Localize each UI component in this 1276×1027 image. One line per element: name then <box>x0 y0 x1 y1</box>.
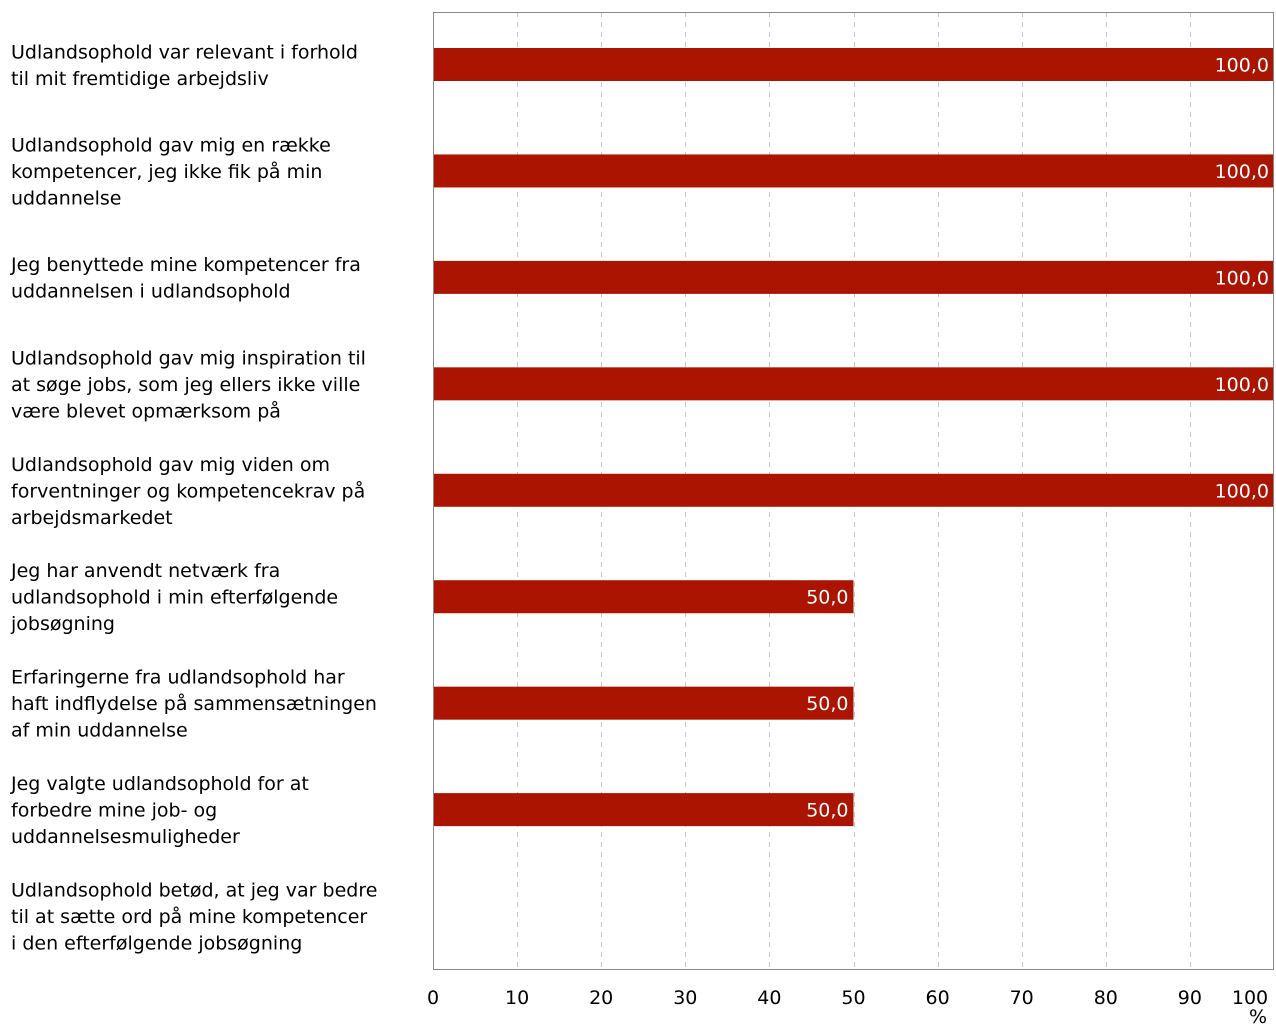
plot-frame <box>433 12 1274 970</box>
category-label-1: Udlandsophold var relevant i forhold til … <box>11 41 358 90</box>
category-label-2-line-3: uddannelse <box>11 187 121 209</box>
category-label-5-line-2: forventninger og kompetencekrav på <box>11 479 365 502</box>
bar-5 <box>433 473 1274 507</box>
x-tick-label-80: 80 <box>1094 987 1118 1009</box>
category-label-5: Udlandsophold gav mig viden om forventnin… <box>11 454 365 529</box>
category-label-4: Udlandsophold gav mig inspiration til at … <box>11 347 366 422</box>
category-label-8-line-3: uddannelsesmuligheder <box>11 826 240 848</box>
bar-2 <box>433 154 1274 188</box>
bar-7 <box>433 686 854 720</box>
category-label-7-line-3: af min uddannelse <box>11 720 188 742</box>
x-unit-label: % <box>1249 1006 1267 1027</box>
category-label-3-line-2: uddannelsen i udlandsophold <box>11 281 291 303</box>
value-label-5: 100,0 <box>1215 480 1269 502</box>
value-label-1: 100,0 <box>1215 55 1269 77</box>
category-label-6-line-2: udlandsophold i min efterfølgende <box>11 587 338 609</box>
x-tick-label-60: 60 <box>926 987 950 1009</box>
x-tick-label-90: 90 <box>1178 987 1202 1009</box>
category-label-2-line-1: Udlandsophold gav mig en række <box>11 134 331 156</box>
category-label-6: Jeg har anvendt netværk fra udlandsophold… <box>10 560 338 635</box>
category-label-8: Jeg valgte udlandsophold for at forbedre … <box>10 773 309 848</box>
category-label-2: Udlandsophold gav mig en række kompetence… <box>11 134 331 209</box>
value-label-4: 100,0 <box>1215 374 1269 396</box>
category-label-8-line-2: forbedre mine job- og <box>11 800 217 822</box>
value-labels: 100,0 100,0 100,0 100,0 100,0 50,0 50,0 50,0 <box>806 55 1269 822</box>
value-label-3: 100,0 <box>1215 267 1269 289</box>
category-label-7-line-2: haft indflydelse på sammensætningen <box>11 692 377 715</box>
value-label-8: 50,0 <box>806 800 848 822</box>
category-label-5-line-3: arbejdsmarkedet <box>11 507 173 529</box>
bar-3 <box>433 260 1274 294</box>
bar-6 <box>433 580 854 614</box>
x-tick-labels: 0 10 20 30 40 50 60 70 80 90 100 <box>427 987 1268 1009</box>
category-label-1-line-1: Udlandsophold var relevant i forhold <box>11 41 358 63</box>
category-label-9-line-2: til at sætte ord på mine kompetencer <box>11 905 367 928</box>
category-label-4-line-2: at søge jobs, som jeg ellers ikke ville <box>11 374 360 396</box>
x-tick-label-20: 20 <box>589 987 613 1009</box>
category-label-8-line-1: Jeg valgte udlandsophold for at <box>10 773 309 795</box>
bar-1 <box>433 48 1274 81</box>
category-label-7-line-1: Erfaringerne fra udlandsophold har <box>11 667 345 689</box>
x-tick-label-30: 30 <box>673 987 697 1009</box>
bar-4 <box>433 367 1274 401</box>
x-tick-label-100: 100 <box>1232 987 1268 1009</box>
category-label-2-line-2: kompetencer, jeg ikke fik på min <box>11 160 322 183</box>
category-label-9-line-1: Udlandsophold betød, at jeg var bedre <box>11 880 377 902</box>
x-tick-label-40: 40 <box>757 987 781 1009</box>
axes <box>433 12 1274 970</box>
category-label-6-line-3: jobsøgning <box>10 613 115 635</box>
category-label-9: Udlandsophold betød, at jeg var bedre til… <box>11 880 377 955</box>
category-label-1-line-2: til mit fremtidige arbejdsliv <box>11 68 269 90</box>
category-label-3: Jeg benyttede mine kompetencer fra uddann… <box>10 254 361 303</box>
x-tick-label-70: 70 <box>1010 987 1034 1009</box>
category-label-7: Erfaringerne fra udlandsophold har haft i… <box>11 667 377 742</box>
category-label-4-line-3: være blevet opmærksom på <box>11 399 281 422</box>
value-label-7: 50,0 <box>806 693 848 715</box>
category-label-4-line-1: Udlandsophold gav mig inspiration til <box>11 347 366 369</box>
bars <box>433 48 1274 827</box>
category-label-9-line-3: i den efterfølgende jobsøgning <box>11 933 302 955</box>
category-label-3-line-1: Jeg benyttede mine kompetencer fra <box>10 254 361 276</box>
x-tick-label-10: 10 <box>505 987 529 1009</box>
x-tick-label-0: 0 <box>427 987 439 1009</box>
x-tick-label-50: 50 <box>841 987 865 1009</box>
category-label-6-line-1: Jeg har anvendt netværk fra <box>10 560 280 582</box>
bar-8 <box>433 793 854 827</box>
category-label-5-line-1: Udlandsophold gav mig viden om <box>11 454 330 476</box>
value-label-6: 50,0 <box>806 587 848 609</box>
category-labels: Udlandsophold var relevant i forhold til … <box>10 41 377 954</box>
value-label-2: 100,0 <box>1215 161 1269 183</box>
